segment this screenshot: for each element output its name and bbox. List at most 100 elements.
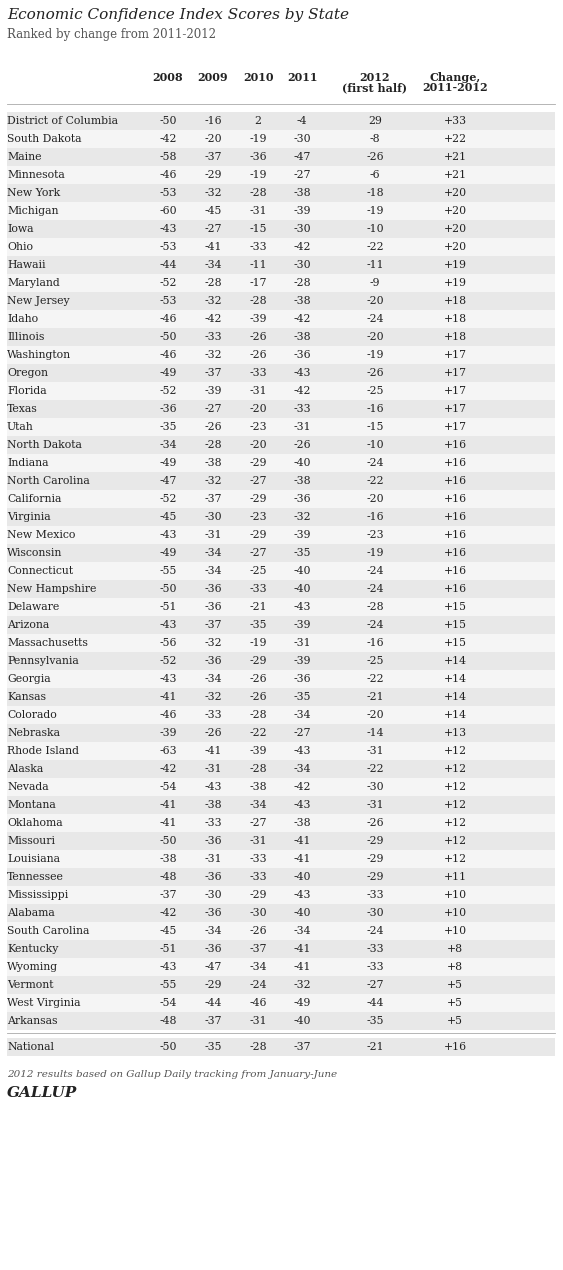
Text: -39: -39 — [293, 206, 311, 216]
Text: -37: -37 — [204, 152, 222, 163]
Text: Louisiana: Louisiana — [7, 855, 60, 865]
Text: -26: -26 — [204, 423, 222, 432]
Text: -26: -26 — [249, 692, 267, 702]
Text: Iowa: Iowa — [7, 225, 34, 235]
Text: -27: -27 — [293, 170, 311, 180]
Bar — [7, 112, 555, 130]
Text: -52: -52 — [159, 278, 177, 288]
Bar — [7, 886, 555, 904]
Text: +16: +16 — [444, 476, 467, 486]
Text: New Hampshire: New Hampshire — [7, 584, 96, 594]
Bar — [7, 779, 555, 796]
Text: -31: -31 — [366, 747, 384, 757]
Text: -30: -30 — [293, 225, 311, 235]
Text: -35: -35 — [204, 1043, 222, 1053]
Bar — [7, 149, 555, 166]
Text: -39: -39 — [204, 386, 222, 396]
Text: +12: +12 — [444, 855, 467, 865]
Text: -43: -43 — [159, 225, 177, 235]
Text: -27: -27 — [293, 729, 311, 738]
Text: -53: -53 — [159, 243, 177, 253]
Text: -10: -10 — [366, 441, 384, 451]
Text: +22: +22 — [444, 135, 467, 145]
Text: -38: -38 — [293, 333, 311, 343]
Text: -41: -41 — [159, 800, 177, 810]
Text: +21: +21 — [444, 152, 467, 163]
Text: +16: +16 — [444, 494, 467, 504]
Text: -33: -33 — [204, 333, 222, 343]
Text: -38: -38 — [293, 476, 311, 486]
Text: New York: New York — [7, 188, 60, 198]
Text: -43: -43 — [293, 602, 311, 612]
Text: -44: -44 — [204, 998, 222, 1008]
Text: -31: -31 — [293, 423, 311, 432]
Text: -33: -33 — [293, 404, 311, 414]
Text: -47: -47 — [293, 152, 311, 163]
Text: Alaska: Alaska — [7, 765, 43, 775]
Text: -32: -32 — [204, 639, 222, 649]
Text: -29: -29 — [367, 837, 384, 846]
Text: -24: -24 — [367, 458, 384, 469]
Text: -15: -15 — [367, 423, 384, 432]
Text: -32: -32 — [204, 351, 222, 361]
Text: -56: -56 — [159, 639, 177, 649]
Text: Economic Confidence Index Scores by State: Economic Confidence Index Scores by Stat… — [7, 8, 349, 22]
Text: -27: -27 — [249, 476, 267, 486]
Text: -49: -49 — [159, 458, 177, 469]
Text: -39: -39 — [249, 315, 267, 324]
Text: -36: -36 — [204, 908, 222, 918]
Text: Michigan: Michigan — [7, 206, 59, 216]
Text: -25: -25 — [249, 566, 267, 577]
Text: -41: -41 — [159, 818, 177, 828]
Text: -30: -30 — [249, 908, 267, 918]
Text: -36: -36 — [159, 404, 177, 414]
Text: -37: -37 — [249, 945, 267, 954]
Text: -49: -49 — [159, 549, 177, 559]
Text: -55: -55 — [159, 566, 177, 577]
Text: -32: -32 — [293, 512, 311, 522]
Text: -21: -21 — [249, 602, 267, 612]
Text: Florida: Florida — [7, 386, 47, 396]
Bar — [7, 274, 555, 292]
Text: -51: -51 — [159, 602, 177, 612]
Text: -30: -30 — [293, 260, 311, 271]
Text: -36: -36 — [293, 351, 311, 361]
Text: -11: -11 — [366, 260, 384, 271]
Text: -20: -20 — [366, 494, 384, 504]
Text: +16: +16 — [444, 566, 467, 577]
Text: -20: -20 — [249, 441, 267, 451]
Text: -51: -51 — [159, 945, 177, 954]
Text: +16: +16 — [444, 531, 467, 540]
Text: -42: -42 — [159, 765, 177, 775]
Text: -28: -28 — [249, 1043, 267, 1053]
Text: -23: -23 — [249, 423, 267, 432]
Bar — [7, 759, 555, 779]
Bar — [7, 671, 555, 688]
Bar — [7, 994, 555, 1012]
Text: -33: -33 — [366, 963, 384, 973]
Text: +12: +12 — [444, 765, 467, 775]
Text: -44: -44 — [367, 998, 384, 1008]
Text: -35: -35 — [159, 423, 177, 432]
Text: -33: -33 — [249, 584, 267, 594]
Text: -38: -38 — [249, 782, 267, 792]
Text: -43: -43 — [204, 782, 222, 792]
Text: -54: -54 — [159, 998, 177, 1008]
Text: +16: +16 — [444, 584, 467, 594]
Text: -36: -36 — [293, 674, 311, 685]
Text: -38: -38 — [204, 458, 222, 469]
Text: Massachusetts: Massachusetts — [7, 639, 88, 649]
Text: -48: -48 — [159, 1016, 177, 1026]
Text: -34: -34 — [159, 441, 177, 451]
Bar — [7, 544, 555, 563]
Bar — [7, 922, 555, 940]
Text: -33: -33 — [366, 890, 384, 900]
Bar — [7, 850, 555, 867]
Bar — [7, 652, 555, 671]
Text: -16: -16 — [366, 639, 384, 649]
Text: 29: 29 — [368, 117, 382, 126]
Text: +20: +20 — [444, 188, 467, 198]
Text: Wisconsin: Wisconsin — [7, 549, 62, 559]
Text: -42: -42 — [204, 315, 222, 324]
Text: -34: -34 — [204, 566, 222, 577]
